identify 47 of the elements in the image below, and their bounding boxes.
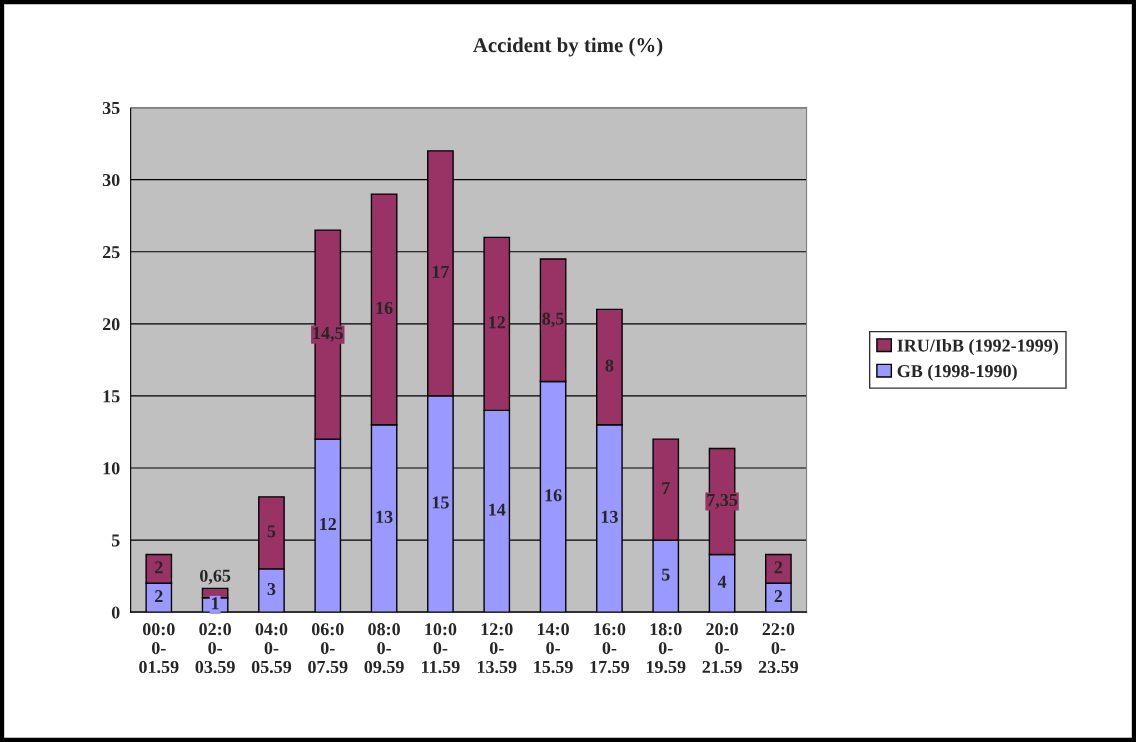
- y-tick-label: 20: [102, 318, 120, 331]
- data-label: 16: [545, 489, 562, 502]
- data-label: 4: [717, 575, 727, 588]
- data-label: 2: [155, 561, 163, 574]
- data-label: 0,65: [200, 569, 231, 585]
- legend-label: GB (1998-1990): [897, 364, 1017, 381]
- y-tick-label: 35: [102, 101, 120, 115]
- y-tick-label: 25: [102, 246, 120, 259]
- data-label: 3: [267, 582, 276, 596]
- x-tick-label: 06:0 0- 07.59: [308, 623, 348, 674]
- chart-title: Accident by time (%): [473, 37, 663, 57]
- data-label: 8: [605, 359, 614, 372]
- x-tick-label: 08:0 0- 09.59: [364, 623, 404, 674]
- data-label: 16: [376, 301, 393, 314]
- data-label: 2: [155, 590, 163, 603]
- x-tick-label: 04:0 0- 05.59: [251, 623, 292, 674]
- data-label: 15: [432, 496, 449, 509]
- data-label: 13: [601, 510, 618, 523]
- data-label: 1: [212, 597, 219, 610]
- y-tick-label: 10: [103, 462, 120, 475]
- y-tick-label: 30: [102, 173, 120, 187]
- data-label: 7,35: [707, 493, 738, 509]
- x-tick-label: 02:0 0- 03.59: [195, 623, 235, 674]
- data-label: 5: [661, 568, 670, 581]
- x-tick-label: 20:0 0- 21.59: [702, 623, 742, 674]
- y-tick-label: 0: [111, 606, 120, 619]
- data-label: 14,5: [313, 327, 343, 342]
- data-label: 8,5: [542, 312, 564, 328]
- data-label: 7: [662, 482, 670, 494]
- legend-label: IRU/IbB (1992-1999): [897, 338, 1058, 356]
- data-label: 17: [432, 265, 450, 278]
- data-label: 2: [774, 590, 783, 603]
- data-label: 14: [489, 503, 506, 516]
- data-label: 12: [489, 316, 506, 329]
- x-tick-label: 00:0 0- 01.59: [139, 623, 179, 674]
- x-tick-label: 18:0 0- 19.59: [646, 623, 686, 674]
- y-tick-label: 5: [111, 534, 120, 547]
- x-tick-label: 22:0 0- 23.59: [758, 623, 799, 674]
- x-tick-label: 14:0 0- 15.59: [534, 623, 573, 674]
- data-label: 2: [774, 561, 783, 574]
- data-label: 13: [376, 510, 393, 523]
- x-tick-label: 16:0 0- 17.59: [590, 623, 630, 674]
- x-tick-label: 10:0 0- 11.59: [422, 623, 460, 674]
- y-tick-label: 15: [103, 390, 120, 403]
- data-label: 12: [320, 518, 337, 530]
- x-tick-label: 12:0 0- 13.59: [477, 623, 517, 674]
- data-label: 5: [267, 525, 276, 538]
